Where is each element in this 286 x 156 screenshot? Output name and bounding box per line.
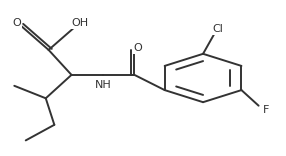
Text: OH: OH <box>72 18 89 28</box>
Text: NH: NH <box>95 80 111 90</box>
Text: F: F <box>263 105 269 115</box>
Text: O: O <box>13 18 21 28</box>
Text: Cl: Cl <box>212 24 223 34</box>
Text: O: O <box>133 43 142 53</box>
